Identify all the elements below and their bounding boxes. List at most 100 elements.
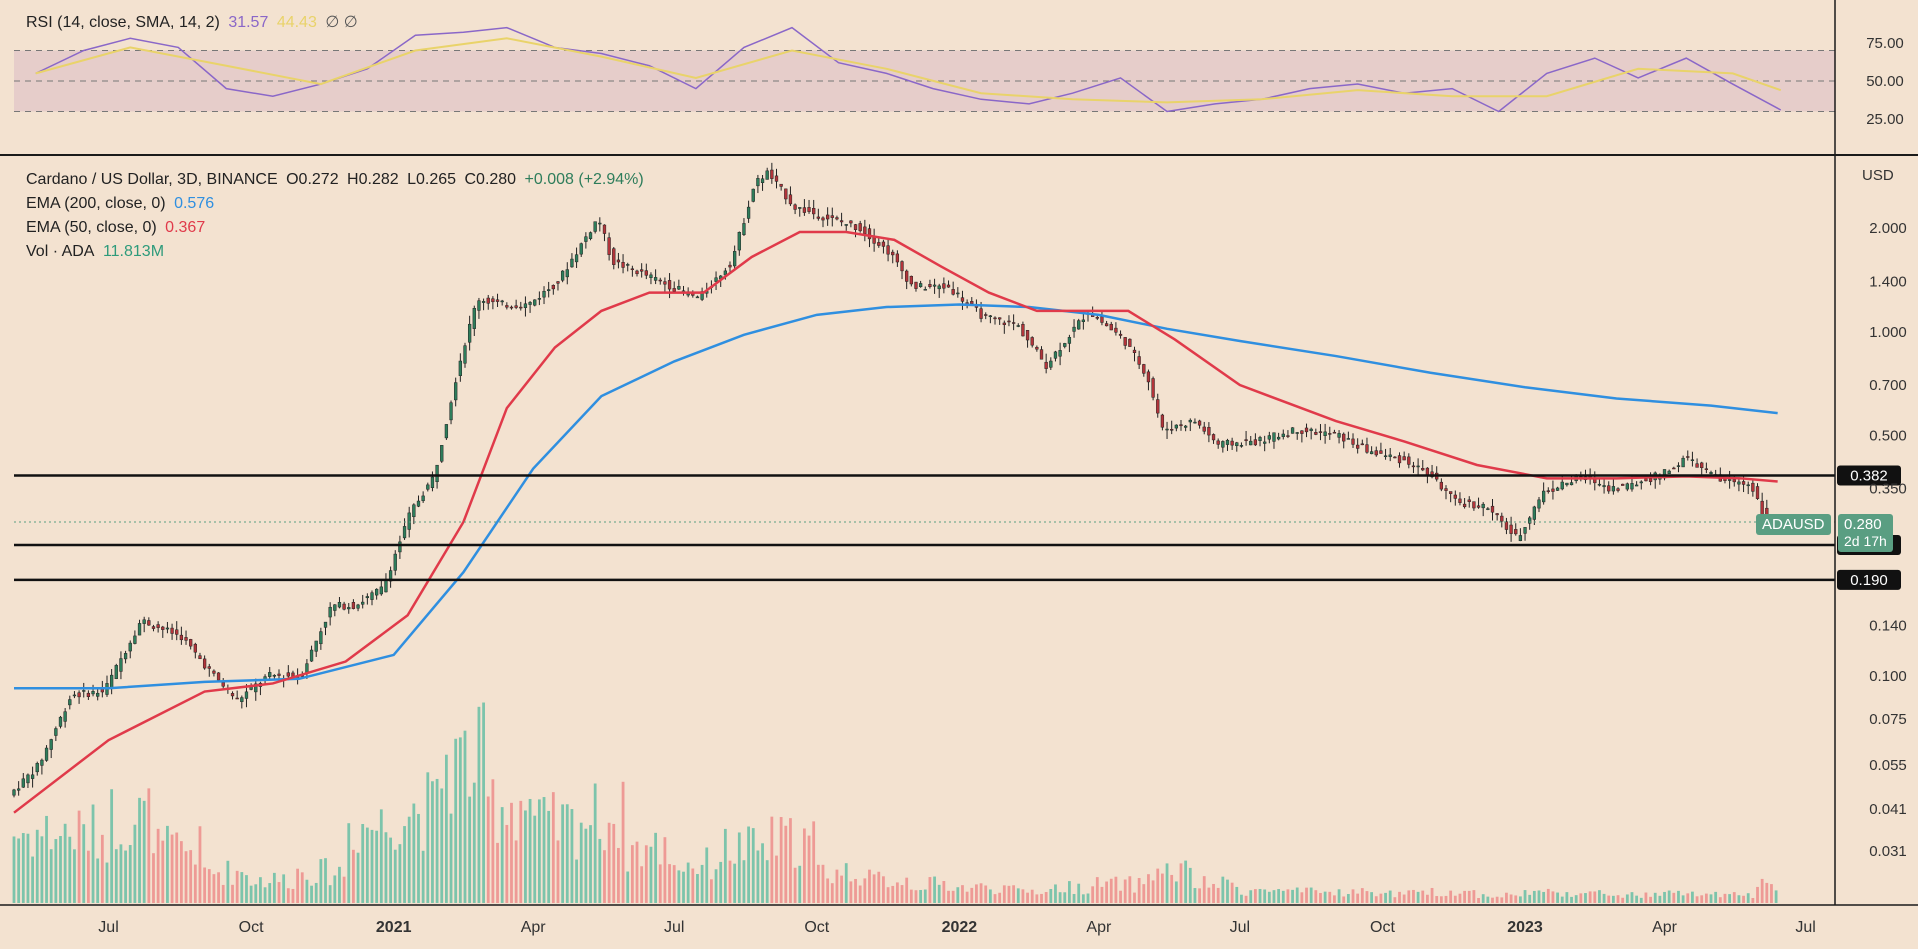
candle[interactable]	[867, 228, 872, 240]
candle[interactable]	[272, 675, 277, 677]
candle[interactable]	[1397, 455, 1402, 464]
candle[interactable]	[807, 207, 811, 212]
candle[interactable]	[849, 220, 853, 224]
candle[interactable]	[407, 512, 411, 530]
candle[interactable]	[1602, 485, 1606, 488]
candle[interactable]	[86, 692, 91, 697]
candle[interactable]	[333, 604, 337, 611]
candle[interactable]	[193, 643, 197, 653]
candle[interactable]	[1667, 470, 1671, 474]
candle[interactable]	[1621, 483, 1625, 486]
candle[interactable]	[286, 672, 290, 677]
candle[interactable]	[216, 672, 221, 681]
candle[interactable]	[68, 699, 72, 706]
candle[interactable]	[1686, 456, 1690, 458]
candle[interactable]	[1393, 456, 1397, 459]
candle[interactable]	[951, 289, 955, 295]
candle[interactable]	[863, 226, 867, 235]
candle[interactable]	[1128, 338, 1132, 347]
symbol-title[interactable]: Cardano / US Dollar, 3D, BINANCE	[26, 171, 278, 188]
candle[interactable]	[17, 788, 21, 791]
candle[interactable]	[147, 620, 151, 626]
candle[interactable]	[900, 261, 904, 272]
candle[interactable]	[1541, 490, 1546, 503]
candle[interactable]	[1035, 346, 1039, 350]
candle[interactable]	[942, 283, 946, 289]
candle[interactable]	[802, 207, 807, 213]
candle[interactable]	[1053, 351, 1058, 359]
candle[interactable]	[426, 484, 430, 490]
candle[interactable]	[1267, 435, 1271, 440]
candle[interactable]	[1118, 333, 1123, 336]
candle[interactable]	[560, 270, 565, 281]
candle[interactable]	[179, 634, 184, 641]
candle[interactable]	[1002, 322, 1006, 325]
candle[interactable]	[375, 588, 379, 596]
candle[interactable]	[640, 269, 644, 272]
candle[interactable]	[128, 642, 132, 652]
candle[interactable]	[1295, 432, 1299, 434]
candle[interactable]	[1030, 337, 1034, 346]
candle[interactable]	[430, 476, 435, 488]
candle[interactable]	[356, 604, 360, 609]
candle[interactable]	[998, 317, 1002, 320]
candle[interactable]	[1704, 468, 1709, 470]
candle[interactable]	[1625, 483, 1629, 490]
ema200-line[interactable]	[14, 303, 1778, 690]
candle[interactable]	[965, 302, 969, 304]
candle[interactable]	[1342, 433, 1346, 442]
candle[interactable]	[1188, 419, 1192, 423]
candle[interactable]	[170, 627, 174, 634]
candle[interactable]	[621, 261, 625, 268]
candle[interactable]	[1183, 425, 1188, 428]
candle[interactable]	[481, 301, 486, 303]
candle[interactable]	[630, 268, 635, 271]
candle[interactable]	[1160, 414, 1165, 428]
candle[interactable]	[416, 500, 421, 507]
candle[interactable]	[165, 627, 170, 630]
candle[interactable]	[1230, 440, 1234, 446]
candle[interactable]	[570, 258, 574, 268]
candle[interactable]	[1634, 484, 1639, 487]
candle[interactable]	[1156, 399, 1160, 414]
candle[interactable]	[1514, 529, 1518, 535]
candle[interactable]	[1179, 424, 1183, 427]
candle[interactable]	[477, 300, 481, 311]
candle[interactable]	[1039, 349, 1044, 360]
candle[interactable]	[40, 759, 44, 766]
candle[interactable]	[1132, 349, 1137, 353]
candle[interactable]	[626, 264, 630, 266]
candle[interactable]	[1095, 317, 1099, 319]
candle[interactable]	[1751, 482, 1755, 492]
candle[interactable]	[1700, 462, 1704, 469]
candle[interactable]	[1114, 327, 1118, 333]
candle[interactable]	[505, 305, 509, 308]
candle[interactable]	[44, 747, 49, 761]
candle[interactable]	[1565, 482, 1569, 486]
candle[interactable]	[756, 178, 760, 187]
candle[interactable]	[612, 248, 616, 265]
candle[interactable]	[1197, 420, 1202, 426]
candle[interactable]	[54, 728, 58, 736]
candle[interactable]	[1109, 323, 1113, 331]
candle[interactable]	[26, 774, 30, 784]
candle[interactable]	[421, 495, 425, 502]
candle[interactable]	[677, 286, 681, 290]
candle[interactable]	[463, 345, 467, 364]
candle[interactable]	[370, 592, 374, 600]
candle[interactable]	[1616, 488, 1620, 491]
candle[interactable]	[1314, 432, 1318, 435]
candle[interactable]	[1063, 343, 1067, 347]
candle[interactable]	[1276, 436, 1281, 440]
candle[interactable]	[988, 315, 993, 318]
candle[interactable]	[309, 649, 314, 662]
candle[interactable]	[728, 264, 732, 268]
candle[interactable]	[598, 222, 602, 225]
candle[interactable]	[1346, 438, 1351, 440]
candle[interactable]	[1737, 481, 1741, 485]
candle[interactable]	[839, 220, 844, 223]
candle[interactable]	[1546, 490, 1550, 492]
candle[interactable]	[1272, 432, 1276, 442]
candle[interactable]	[1318, 431, 1323, 433]
